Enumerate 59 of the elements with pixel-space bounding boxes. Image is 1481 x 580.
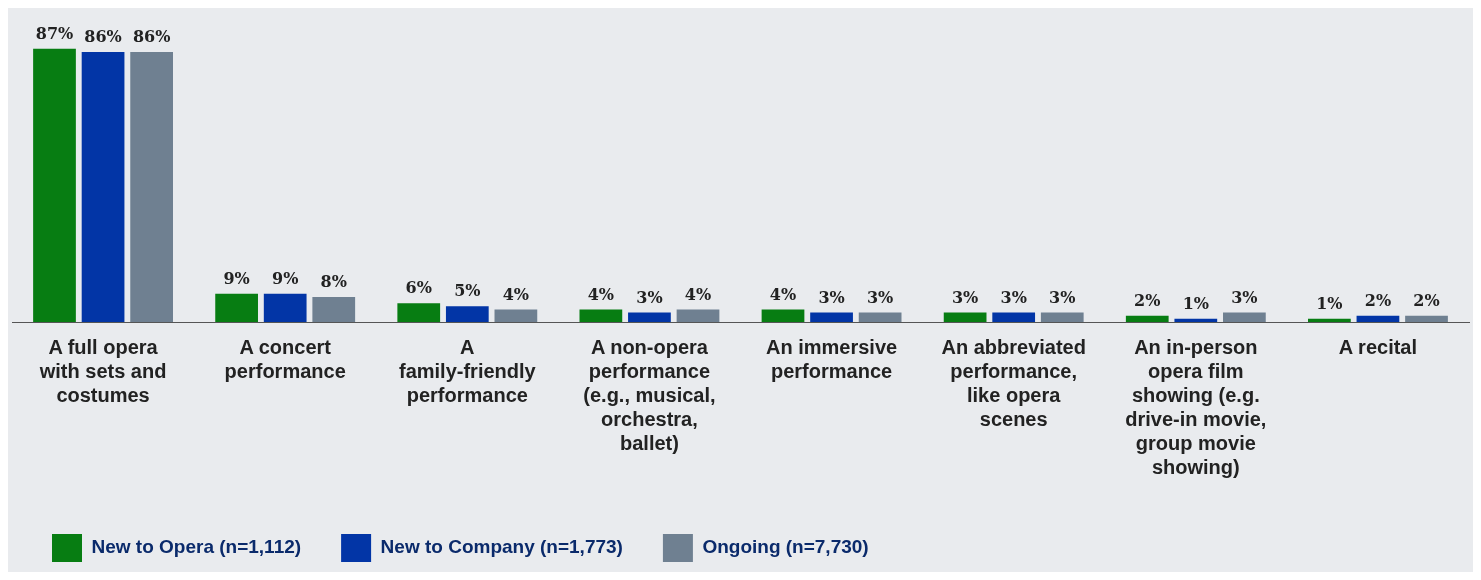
data-label: 1% <box>1182 294 1209 314</box>
bar <box>130 51 173 322</box>
data-label: 4% <box>587 284 615 304</box>
data-label: 1% <box>1316 294 1343 314</box>
data-label: 86% <box>84 27 122 47</box>
bar <box>1174 318 1218 322</box>
bar <box>943 312 987 322</box>
data-label: 9% <box>272 268 299 288</box>
bar <box>215 293 258 322</box>
bar <box>761 309 805 322</box>
x-tick-label: A family-friendly performance <box>398 335 537 406</box>
x-tick-label: An in-person opera film showing (e.g. drive-in movie, group movie showing) <box>1125 335 1267 478</box>
bar <box>676 309 720 322</box>
legend-label: Ongoing (n=7,730) <box>702 536 869 558</box>
data-label: 3% <box>866 287 894 307</box>
data-label: 9% <box>223 268 250 288</box>
bar <box>858 312 902 322</box>
bar <box>1405 315 1448 322</box>
data-label: 3% <box>636 287 663 307</box>
bar <box>33 48 76 322</box>
data-label: 87% <box>35 23 74 43</box>
bar <box>810 312 853 322</box>
bar <box>1040 312 1084 322</box>
bar <box>81 51 125 322</box>
legend-label: New to Company (n=1,773) <box>380 536 623 558</box>
data-label: 3% <box>951 287 979 307</box>
data-label: 2% <box>1364 290 1392 310</box>
data-label: 86% <box>132 27 171 47</box>
bar <box>312 296 356 322</box>
data-label: 4% <box>502 284 530 304</box>
data-label: 3% <box>1049 287 1076 307</box>
bar <box>992 312 1036 322</box>
x-tick-label: An immersive performance <box>765 335 898 382</box>
bar <box>1308 318 1351 322</box>
bar <box>1356 315 1400 322</box>
bar <box>445 306 489 322</box>
bar <box>579 309 623 322</box>
bar <box>628 312 671 322</box>
data-label: 2% <box>1413 290 1440 310</box>
data-label: 6% <box>405 278 432 298</box>
data-label: 5% <box>454 281 481 301</box>
data-label: 4% <box>684 284 712 304</box>
data-label: 3% <box>818 287 845 307</box>
x-tick-label: An abbreviated performance, like opera scenes <box>941 335 1086 430</box>
bar <box>494 309 538 322</box>
data-label: 2% <box>1134 290 1161 310</box>
data-label: 8% <box>320 272 347 292</box>
bar <box>397 303 441 322</box>
x-tick-label: A recital <box>1338 335 1418 358</box>
x-tick-label: A full opera with sets and costumes <box>38 335 167 406</box>
legend-label: New to Opera (n=1,112) <box>91 536 302 558</box>
bar <box>1125 315 1169 322</box>
data-label: 3% <box>1231 287 1258 307</box>
x-tick-label: A non-opera performance (e.g., musical, orchestra, ballet) <box>583 335 716 454</box>
data-label: 4% <box>769 284 797 304</box>
data-label: 3% <box>1000 287 1027 307</box>
x-tick-label: A concert performance <box>224 335 346 382</box>
bar <box>1223 312 1266 322</box>
bar <box>263 293 307 322</box>
